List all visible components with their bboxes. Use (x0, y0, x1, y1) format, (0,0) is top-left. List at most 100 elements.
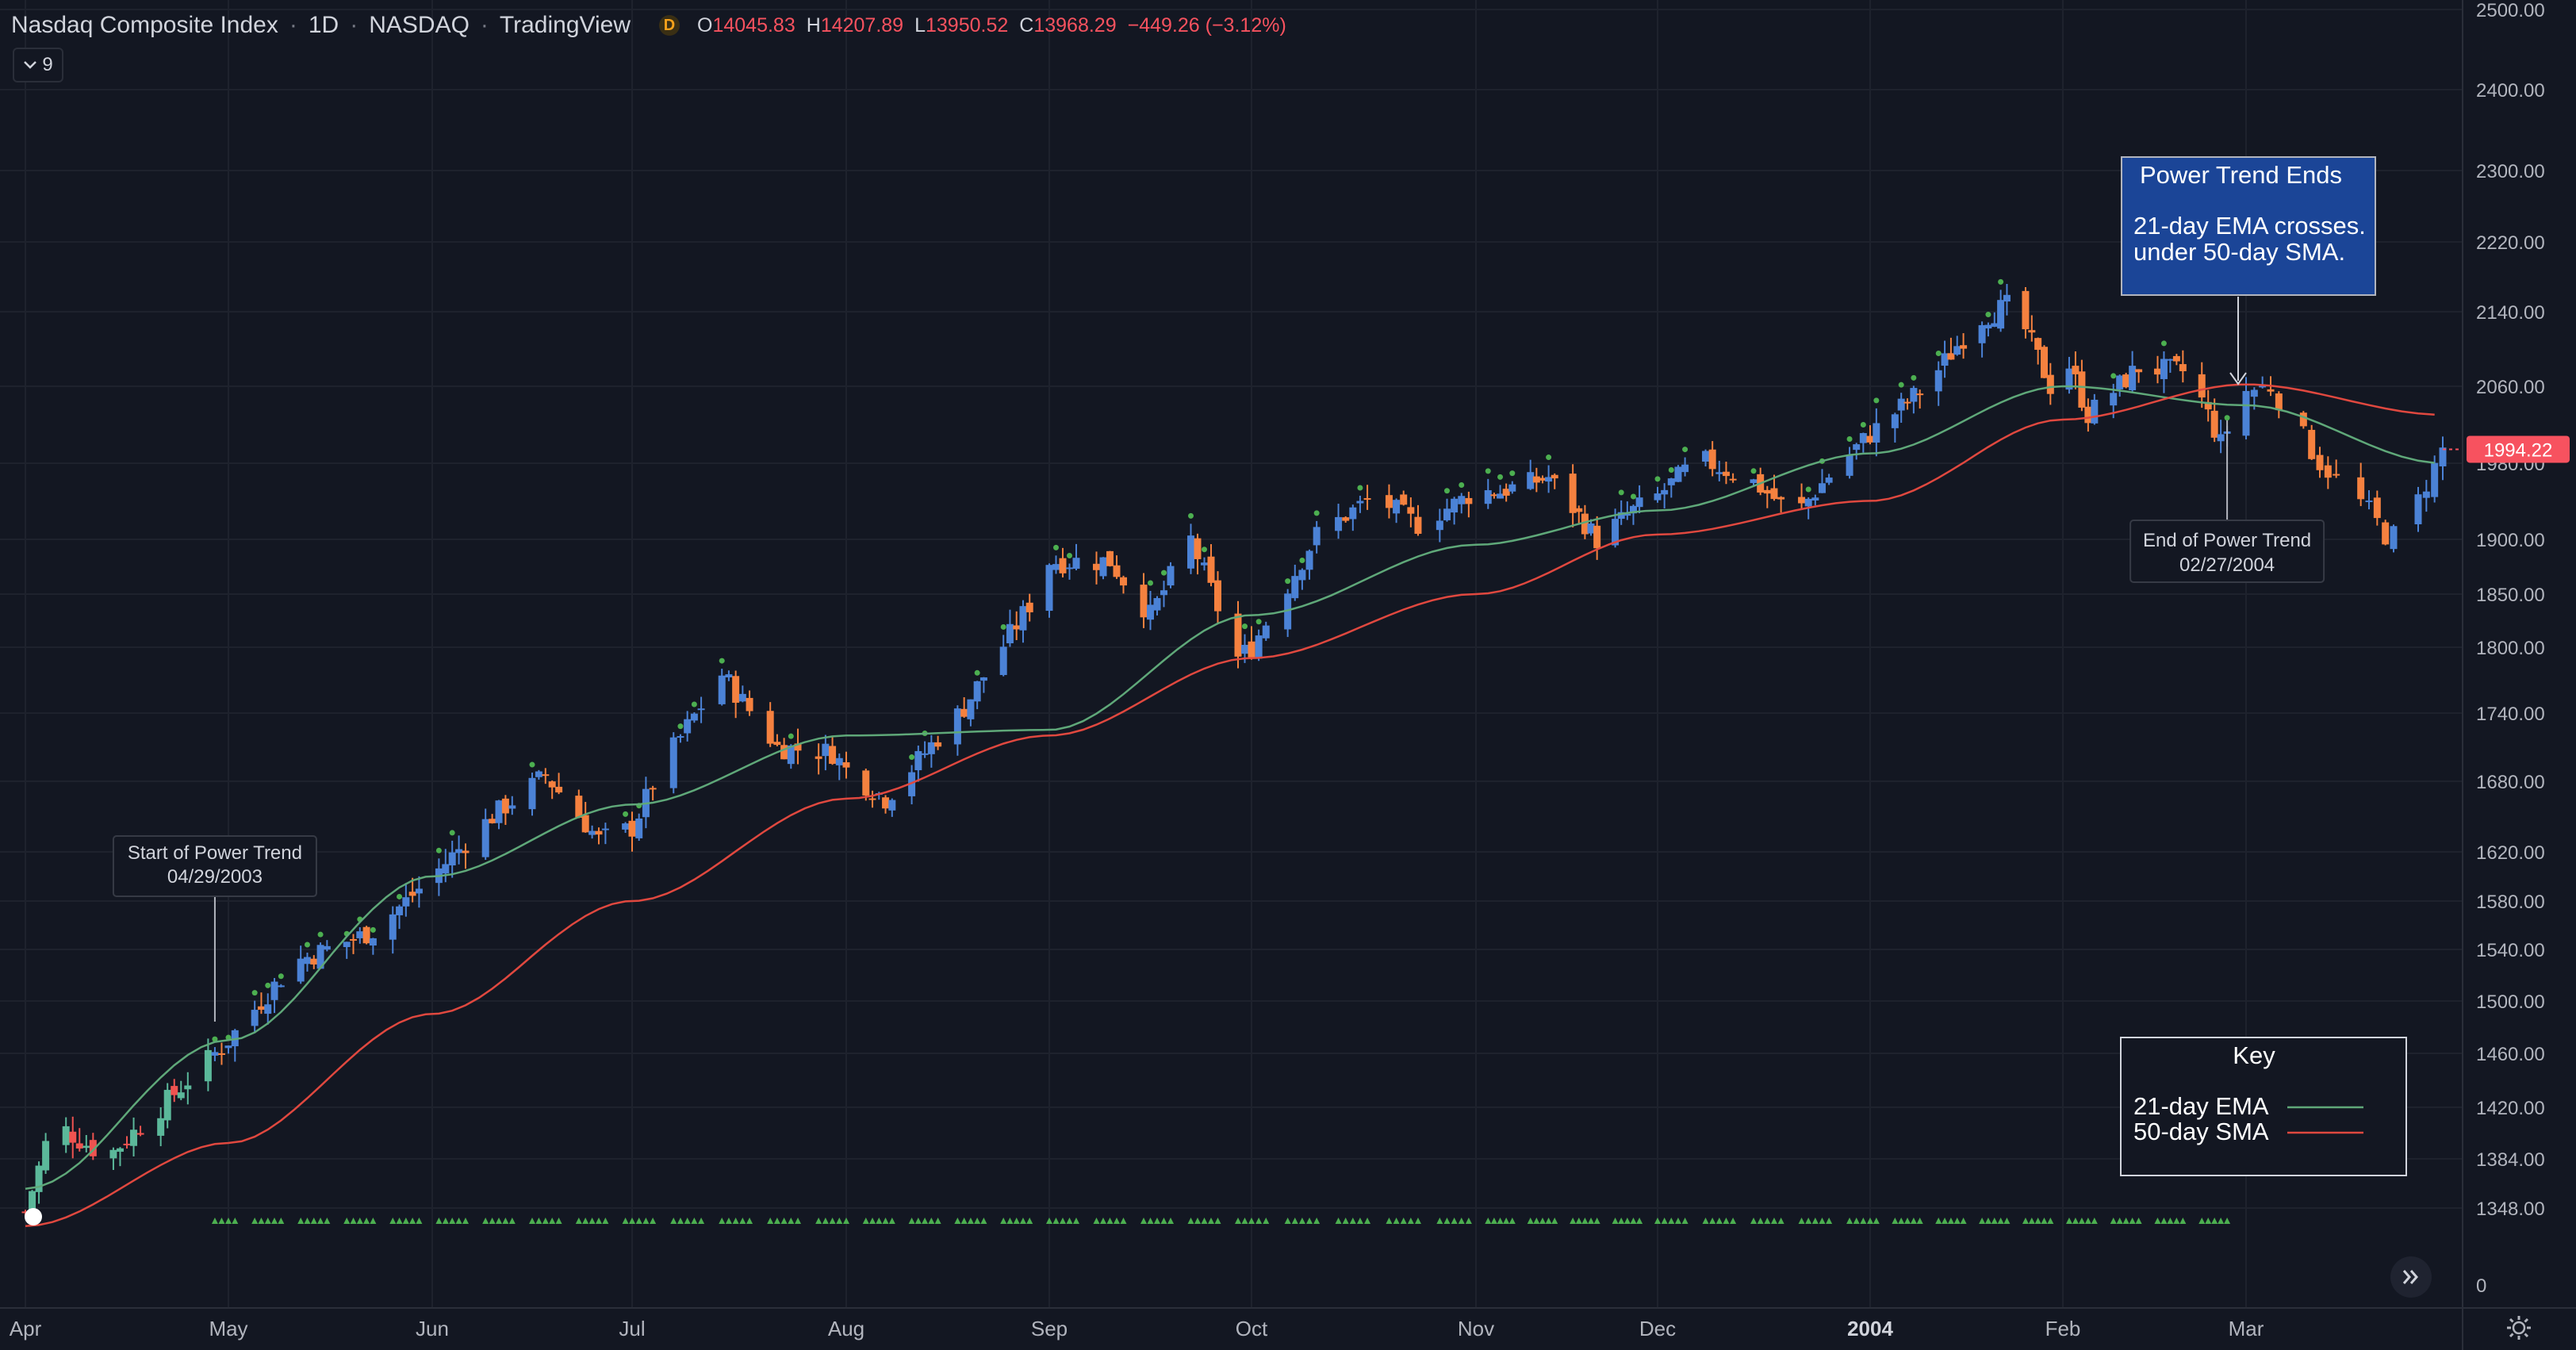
power-trend-marker (2167, 1218, 2174, 1224)
power-trend-marker (1364, 1218, 1371, 1224)
candle-up (2439, 447, 2447, 466)
candle-up (927, 742, 935, 754)
high-label: H (806, 13, 821, 36)
power-trend-marker (1291, 1218, 1298, 1224)
power-trend-marker (869, 1218, 876, 1224)
time-tick-label: Apr (10, 1317, 42, 1340)
candle-up (1804, 498, 1812, 507)
power-trend-marker (1674, 1218, 1681, 1224)
candle-down (1575, 508, 1583, 512)
candle-down (1569, 474, 1577, 513)
power-trend-marker (1255, 1218, 1263, 1224)
power-trend-dot (974, 669, 980, 676)
candle-down (1960, 345, 1968, 349)
chart-area[interactable] (0, 0, 2462, 1307)
power-trend-marker (582, 1218, 589, 1224)
candle-up (2110, 393, 2118, 406)
data-source-badge[interactable]: D (659, 15, 680, 36)
candle-down (2275, 393, 2283, 411)
power-trend-marker (836, 1218, 843, 1224)
candle-up (787, 745, 795, 765)
interval-label[interactable]: 1D (308, 12, 339, 38)
candle-down (1363, 498, 1371, 500)
power-trend-dot (1509, 470, 1516, 477)
power-trend-marker (1342, 1218, 1349, 1224)
power-trend-marker (1208, 1218, 1214, 1224)
power-trend-marker (1093, 1218, 1100, 1224)
indicators-toggle-button[interactable]: 9 (13, 48, 63, 82)
power-trend-marker (442, 1218, 449, 1224)
power-trend-marker (396, 1218, 403, 1224)
power-trend-marker (343, 1218, 351, 1224)
candle-up (1978, 324, 1986, 343)
power-trend-marker (1750, 1218, 1758, 1224)
price-tick-label: 1850.00 (2476, 585, 2545, 606)
price-tick-label: 1800.00 (2476, 638, 2545, 659)
time-scale[interactable] (0, 1307, 2462, 1350)
price-scale-labels: 2500.00 2400.00 2300.00 2220.00 2140.00 2060.… (2476, 0, 2545, 1297)
change-value: −449.26 (−3.12%) (1127, 13, 1286, 36)
power-trend-marker (2122, 1218, 2129, 1224)
ohlc-readout: O14045.83 H14207.89 L13950.52 C13968.29 … (697, 14, 1286, 37)
symbol-title[interactable]: Nasdaq Composite Index (11, 12, 278, 38)
candle-up (2065, 368, 2073, 390)
power-trend-dot (1546, 454, 1552, 461)
candle-up (908, 772, 916, 796)
candle-up (1291, 576, 1299, 599)
candle-down (882, 797, 890, 809)
candle-down (1013, 625, 1021, 630)
candle-up (1859, 433, 1867, 443)
power-trend-marker (508, 1218, 516, 1224)
power-trend-marker (746, 1218, 753, 1224)
price-tick-label: 1540.00 (2476, 940, 2545, 961)
candle-down (2034, 338, 2042, 350)
gear-icon[interactable] (2505, 1314, 2533, 1342)
power-trend-dot (1630, 493, 1636, 500)
power-trend-marker (1846, 1218, 1853, 1224)
candle-down (408, 892, 416, 896)
candle-down (780, 745, 788, 760)
candle-down (362, 926, 370, 944)
close-value: 13968.29 (1033, 13, 1117, 36)
power-trend-dot (1188, 512, 1194, 519)
power-trend-marker (2022, 1218, 2029, 1224)
candle-down (595, 830, 603, 835)
power-trend-dot (788, 733, 794, 739)
power-trend-dot (691, 701, 697, 708)
power-trend-marker (1140, 1218, 1147, 1224)
double-chevron-right-icon (2402, 1270, 2418, 1284)
candle-down (2204, 401, 2212, 410)
note-title: Power Trend Ends (2140, 161, 2342, 189)
candle-up (116, 1148, 124, 1152)
candle-up (1167, 566, 1175, 586)
power-trend-marker (1052, 1218, 1060, 1224)
power-trend-marker (2078, 1218, 2085, 1224)
price-tick-label: 0 (2476, 1275, 2486, 1297)
power-trend-marker (732, 1218, 739, 1224)
price-tick-label: 2500.00 (2476, 0, 2545, 21)
candle-up (1160, 590, 1167, 596)
candle-up (1667, 478, 1675, 485)
candle-up (1147, 604, 1154, 620)
power-trend-dot (317, 931, 324, 938)
candle-down (1248, 641, 1255, 658)
power-trend-marker (670, 1218, 677, 1224)
candle-down (2357, 477, 2365, 500)
power-trend-marker (489, 1218, 496, 1224)
candle-up (973, 681, 981, 702)
candle-up (29, 1191, 36, 1213)
candle-up (669, 737, 677, 788)
close-label: C (1019, 13, 1034, 36)
candle-down (1140, 585, 1148, 618)
power-trend-marker (416, 1218, 423, 1224)
candle-up (1654, 493, 1662, 500)
scroll-to-realtime-button[interactable] (2390, 1256, 2432, 1298)
power-trend-marker (1960, 1218, 1967, 1224)
power-trend-marker (1819, 1218, 1826, 1224)
candle-down (960, 708, 968, 717)
power-trend-dot (1846, 435, 1853, 442)
power-trend-marker (1013, 1218, 1020, 1224)
price-scale[interactable] (2462, 0, 2576, 1307)
candle-down (815, 756, 822, 759)
